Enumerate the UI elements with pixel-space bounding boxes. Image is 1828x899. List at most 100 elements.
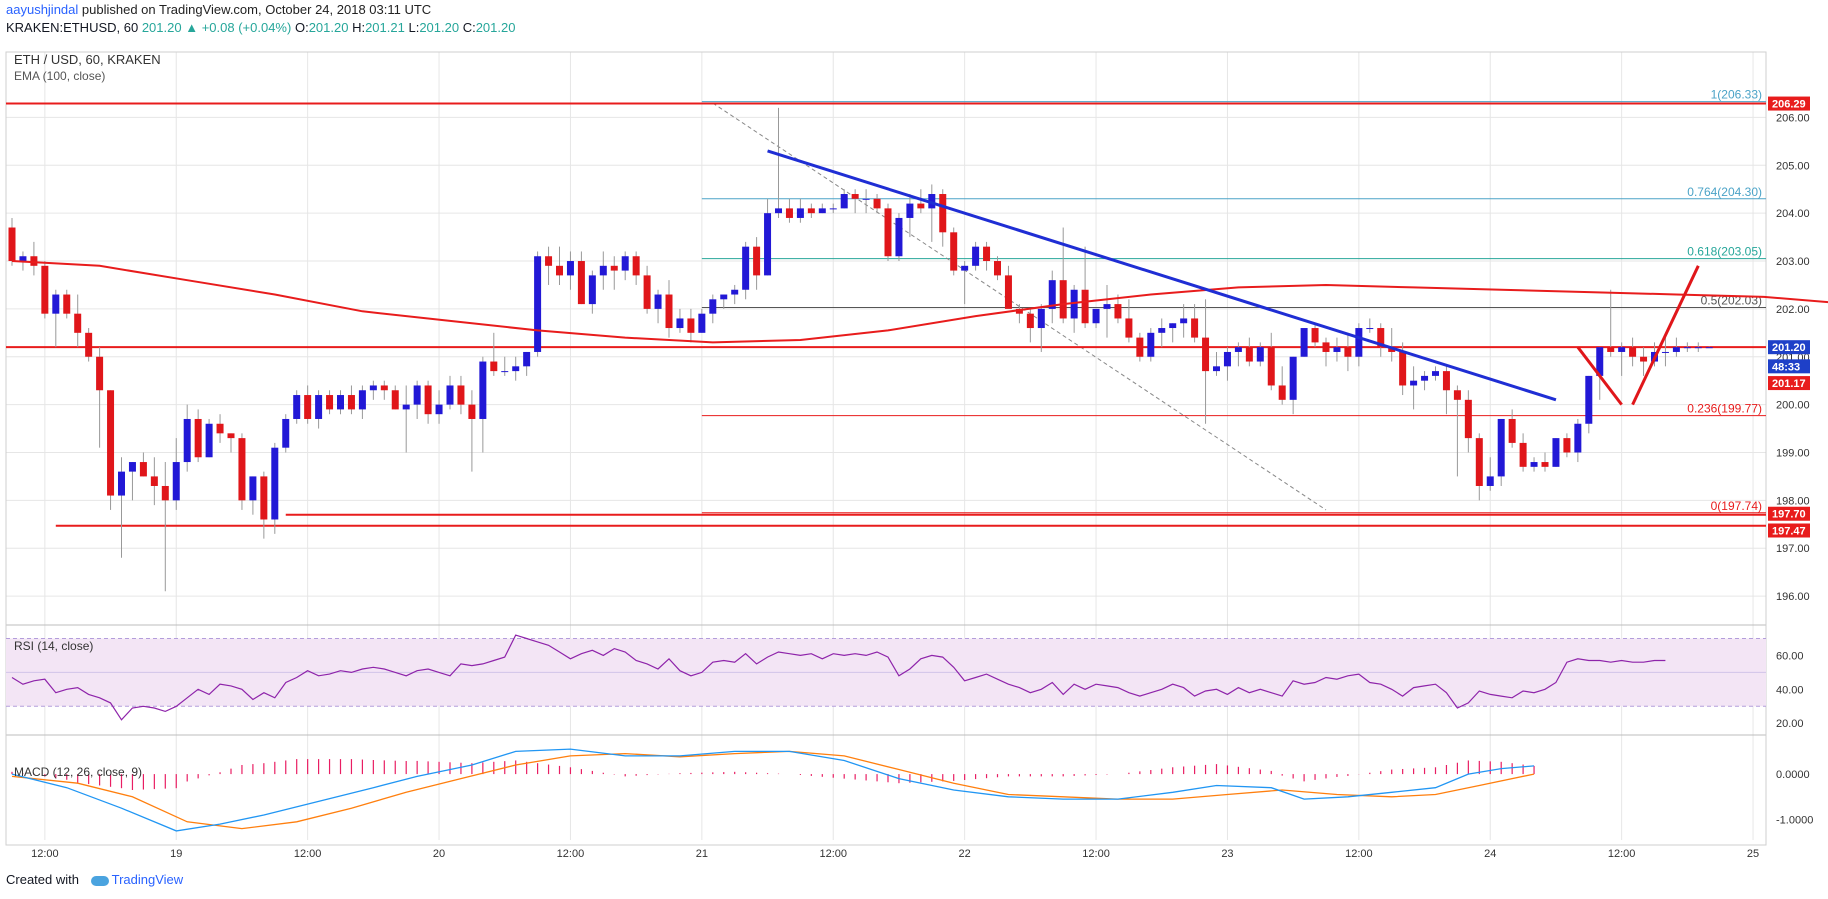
candle-body bbox=[1421, 375, 1429, 381]
candle-body bbox=[260, 476, 268, 520]
candle-body bbox=[1092, 308, 1100, 324]
y-tick-label: 203.00 bbox=[1776, 256, 1810, 268]
ema-value-tag bbox=[1768, 376, 1810, 391]
candle-body bbox=[829, 208, 837, 210]
candle-body bbox=[1114, 304, 1122, 319]
candle-body bbox=[1596, 347, 1604, 376]
candle-body bbox=[1475, 438, 1483, 486]
candle-body bbox=[1037, 308, 1045, 329]
horizontal-lines[interactable] bbox=[6, 102, 1766, 527]
candle-body bbox=[1355, 328, 1363, 357]
fibonacci-retracement[interactable]: 1(206.33)0.764(204.30)0.618(203.05)0.5(2… bbox=[701, 88, 1766, 514]
candle-body bbox=[413, 385, 421, 405]
candle-body bbox=[1399, 351, 1407, 386]
candle-body bbox=[1180, 318, 1188, 324]
rsi-y-tick-label: 40.00 bbox=[1776, 684, 1804, 696]
candle-body bbox=[796, 208, 804, 218]
candle-body bbox=[1519, 442, 1527, 467]
countdown-tag bbox=[1768, 359, 1810, 374]
candle-body bbox=[1607, 347, 1615, 352]
candle-body bbox=[807, 208, 815, 214]
candle-body bbox=[534, 256, 542, 352]
symbol-label: KRAKEN:ETHUSD, 60 bbox=[6, 20, 139, 35]
projection-up bbox=[1631, 265, 1700, 406]
candle-body bbox=[709, 299, 717, 314]
price-tag-206-text: 206.29 bbox=[1772, 99, 1806, 111]
candle-body bbox=[337, 395, 344, 410]
candle-body bbox=[172, 462, 180, 501]
candle-body bbox=[1377, 328, 1385, 348]
candle-body bbox=[676, 318, 684, 329]
candle-body bbox=[1552, 438, 1560, 467]
candle-body bbox=[1574, 423, 1582, 453]
candle-body bbox=[293, 395, 301, 419]
x-tick-label: 20 bbox=[433, 848, 445, 860]
candle-body bbox=[1234, 347, 1242, 352]
candle-body bbox=[1125, 318, 1133, 338]
author-link[interactable]: aayushjindal bbox=[6, 2, 79, 17]
fib-label: 0.764(204.30) bbox=[1687, 185, 1762, 199]
publish-header: aayushjindal published on TradingView.co… bbox=[6, 2, 431, 17]
x-tick-label: 12:00 bbox=[819, 848, 847, 860]
candle-body bbox=[1289, 356, 1297, 400]
candle-body bbox=[610, 265, 618, 271]
price-tag-19747-text: 197.47 bbox=[1772, 525, 1806, 537]
candle-body bbox=[161, 485, 169, 501]
candle-body bbox=[1256, 347, 1264, 362]
candle-body bbox=[665, 294, 673, 329]
drawings[interactable] bbox=[767, 149, 1700, 406]
candle-body bbox=[128, 462, 136, 472]
candle-body bbox=[1497, 418, 1505, 477]
candle-body bbox=[1158, 328, 1166, 333]
candle-body bbox=[227, 433, 235, 439]
candle-body bbox=[1300, 328, 1308, 357]
macd-signal-line bbox=[11, 750, 1535, 830]
ohlc-bar: KRAKEN:ETHUSD, 60 201.20 ▲ +0.08 (+0.04%… bbox=[6, 20, 516, 35]
candle-body bbox=[1705, 347, 1713, 349]
candle-body bbox=[435, 404, 443, 415]
candlestick-series bbox=[8, 107, 1713, 592]
candle-body bbox=[107, 390, 115, 496]
candle-body bbox=[1453, 390, 1461, 400]
rsi-title: RSI (14, close) bbox=[14, 639, 93, 653]
high-value: 201.21 bbox=[365, 20, 405, 35]
candle-body bbox=[983, 246, 991, 262]
price-tag-19747 bbox=[1768, 523, 1810, 538]
candle-body bbox=[928, 194, 936, 209]
candle-body bbox=[731, 289, 739, 295]
fib-label: 1(206.33) bbox=[1711, 88, 1762, 102]
candle-body bbox=[1278, 385, 1286, 400]
candle-body bbox=[96, 356, 104, 391]
x-tick-label: 21 bbox=[696, 848, 708, 860]
macd-line bbox=[11, 748, 1535, 832]
candle-body bbox=[862, 198, 870, 200]
candle-body bbox=[1081, 289, 1089, 324]
macd-y-tick-label: -1.0000 bbox=[1776, 815, 1813, 827]
countdown-tag-text: 48:33 bbox=[1772, 361, 1800, 373]
x-tick-label: 12:00 bbox=[294, 848, 322, 860]
candle-body bbox=[972, 246, 980, 266]
candle-body bbox=[1070, 289, 1078, 319]
y-tick-label: 198.00 bbox=[1776, 495, 1810, 507]
x-tick-label: 19 bbox=[170, 848, 182, 860]
candle-body bbox=[30, 256, 38, 266]
candle-body bbox=[1213, 366, 1220, 372]
candle-body bbox=[1026, 313, 1034, 329]
candle-body bbox=[501, 371, 509, 373]
x-tick-label: 23 bbox=[1221, 848, 1233, 860]
fib-label: 0.618(203.05) bbox=[1687, 245, 1762, 259]
x-tick-label: 12:00 bbox=[1608, 848, 1636, 860]
candle-body bbox=[238, 438, 246, 501]
tradingview-link[interactable]: TradingView bbox=[111, 872, 184, 887]
candle-body bbox=[1694, 347, 1702, 349]
candle-body bbox=[588, 275, 596, 305]
candle-body bbox=[304, 395, 312, 419]
candle-body bbox=[1202, 337, 1210, 372]
candle-body bbox=[556, 265, 563, 276]
candle-body bbox=[1333, 347, 1341, 352]
candle-body bbox=[994, 261, 1001, 276]
candle-body bbox=[895, 217, 903, 257]
price-change: ▲ +0.08 (+0.04%) bbox=[185, 20, 292, 35]
candle-body bbox=[1530, 462, 1538, 467]
